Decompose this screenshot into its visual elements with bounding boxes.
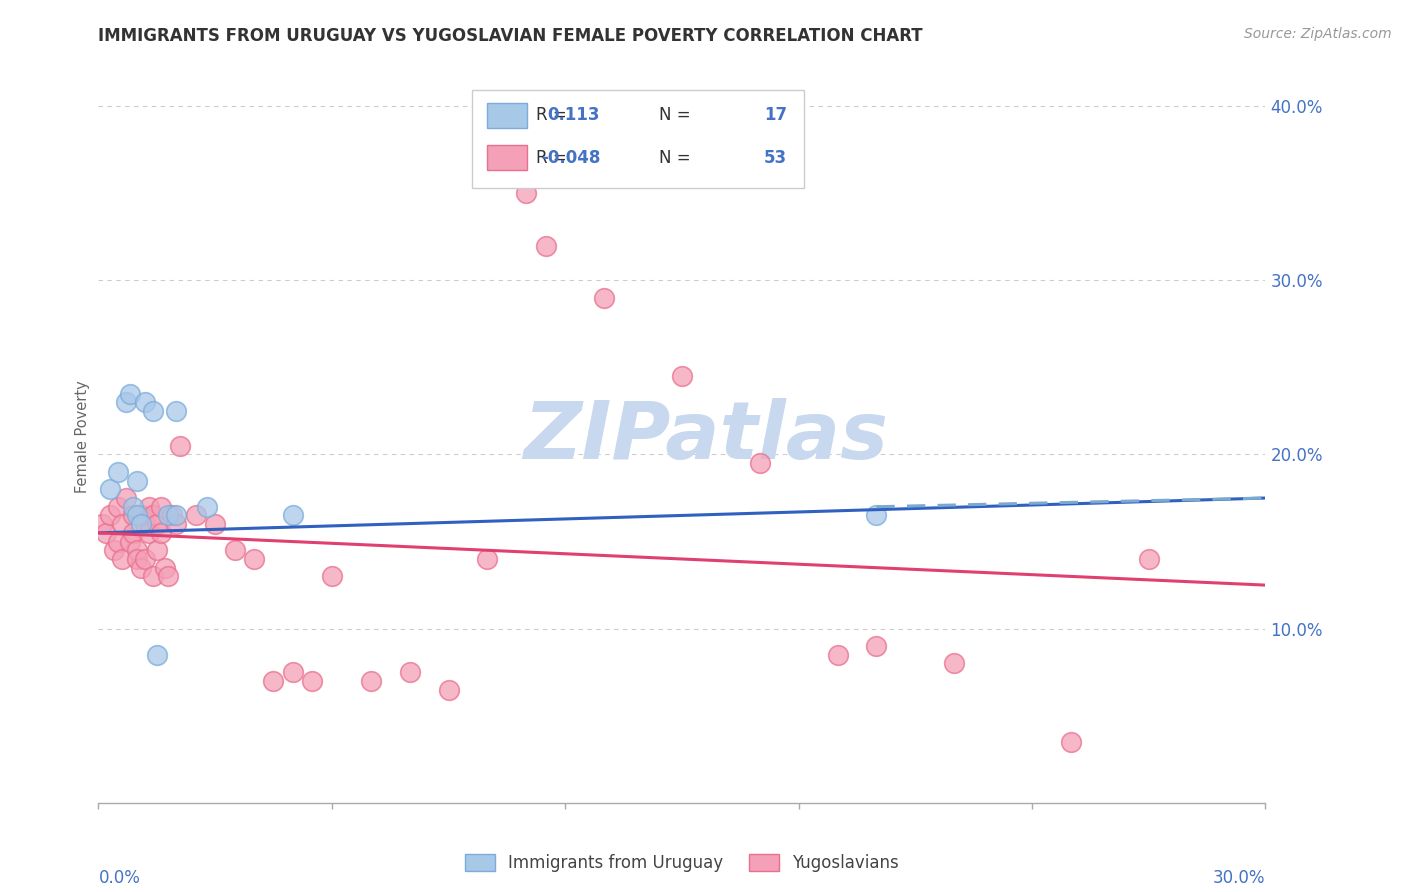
Point [360, 673, 382, 688]
Point [127, 474, 149, 488]
Point [91, 517, 114, 532]
Point [114, 491, 136, 505]
Point [827, 648, 849, 662]
Point [129, 560, 152, 574]
Text: 17: 17 [763, 106, 787, 124]
Point [118, 386, 141, 401]
Point [103, 543, 125, 558]
Text: R =: R = [536, 149, 567, 167]
FancyBboxPatch shape [472, 90, 804, 188]
Point [142, 508, 165, 523]
Point [127, 508, 149, 523]
Point [477, 552, 499, 566]
Point [118, 534, 141, 549]
Point [165, 508, 187, 523]
Point [184, 508, 207, 523]
Point [534, 238, 557, 252]
Point [107, 465, 129, 479]
Text: 53: 53 [763, 149, 787, 167]
Point [1060, 735, 1083, 749]
Point [98, 483, 121, 497]
Point [142, 404, 165, 418]
Point [114, 395, 136, 409]
Point [134, 552, 156, 566]
Point [748, 456, 770, 470]
Point [157, 508, 180, 523]
Point [149, 525, 172, 540]
Point [243, 552, 266, 566]
Point [321, 569, 343, 583]
Text: R =: R = [536, 106, 567, 124]
Text: -0.048: -0.048 [541, 149, 600, 167]
Text: N =: N = [658, 106, 690, 124]
Point [146, 648, 169, 662]
Point [671, 369, 693, 384]
Point [281, 508, 304, 523]
Point [138, 525, 160, 540]
Text: 30.0%: 30.0% [1213, 869, 1265, 887]
FancyBboxPatch shape [486, 145, 527, 170]
Point [593, 291, 616, 305]
Point [398, 665, 420, 680]
Point [127, 552, 149, 566]
Point [149, 500, 172, 514]
Point [107, 500, 129, 514]
Point [281, 665, 304, 680]
Point [437, 682, 460, 697]
Point [262, 673, 284, 688]
Point [138, 500, 160, 514]
Text: 0.0%: 0.0% [98, 869, 141, 887]
Text: N =: N = [658, 149, 690, 167]
Point [165, 404, 187, 418]
Point [98, 508, 121, 523]
Point [169, 439, 191, 453]
Point [111, 517, 134, 532]
Point [157, 569, 180, 583]
Point [127, 543, 149, 558]
Legend: Immigrants from Uruguay, Yugoslavians: Immigrants from Uruguay, Yugoslavians [458, 847, 905, 879]
Point [301, 673, 323, 688]
Point [165, 517, 187, 532]
Point [122, 500, 145, 514]
Y-axis label: Female Poverty: Female Poverty [75, 381, 90, 493]
Point [111, 552, 134, 566]
Text: 0.113: 0.113 [548, 106, 600, 124]
Point [122, 525, 145, 540]
Point [865, 639, 887, 653]
Point [122, 508, 145, 523]
Point [129, 517, 152, 532]
Point [107, 534, 129, 549]
Point [224, 543, 246, 558]
Point [943, 657, 966, 671]
Text: Source: ZipAtlas.com: Source: ZipAtlas.com [1244, 27, 1392, 41]
Point [1137, 552, 1160, 566]
Point [142, 569, 165, 583]
Point [146, 517, 169, 532]
Text: ZIPatlas: ZIPatlas [523, 398, 887, 476]
Point [153, 560, 176, 574]
Text: IMMIGRANTS FROM URUGUAY VS YUGOSLAVIAN FEMALE POVERTY CORRELATION CHART: IMMIGRANTS FROM URUGUAY VS YUGOSLAVIAN F… [98, 27, 924, 45]
Point [515, 186, 537, 201]
Point [129, 508, 152, 523]
FancyBboxPatch shape [486, 103, 527, 128]
Point [96, 525, 118, 540]
Point [134, 395, 156, 409]
Point [134, 517, 156, 532]
Point [204, 517, 226, 532]
Point [146, 543, 169, 558]
Point [162, 508, 184, 523]
Point [865, 508, 887, 523]
Point [195, 500, 218, 514]
